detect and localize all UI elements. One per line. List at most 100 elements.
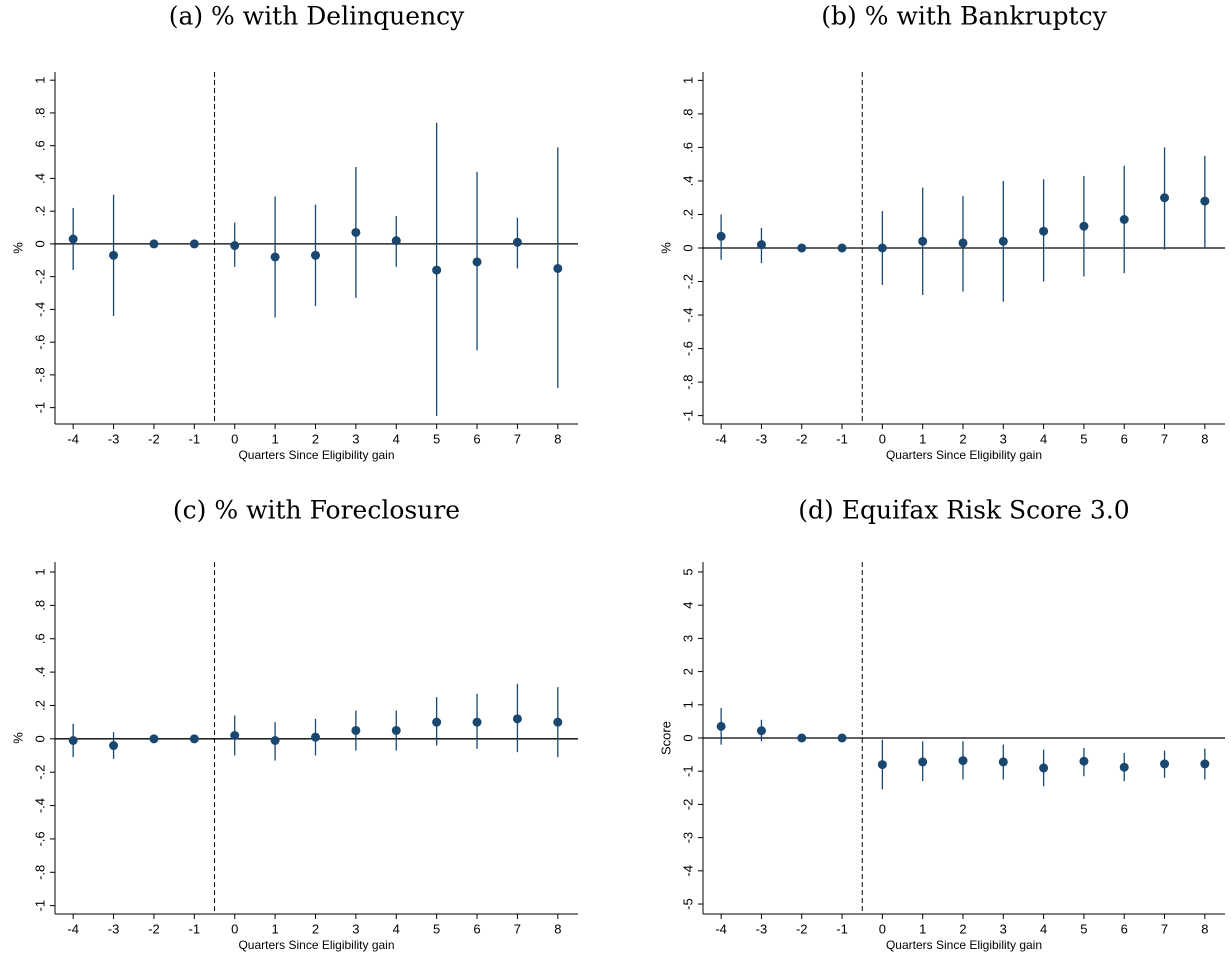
point xyxy=(918,236,928,246)
point xyxy=(958,756,968,766)
y-tick-label: 0 xyxy=(680,244,695,251)
point xyxy=(270,736,280,746)
point xyxy=(1039,226,1049,236)
point xyxy=(68,736,78,746)
x-tick-label: -2 xyxy=(148,431,160,446)
point xyxy=(189,734,199,744)
y-tick-label: -.8 xyxy=(680,375,695,390)
y-tick-label: 0 xyxy=(32,240,47,247)
point xyxy=(716,231,726,241)
point xyxy=(1160,759,1170,769)
y-tick-label: 2 xyxy=(680,668,695,675)
x-tick-label: 0 xyxy=(231,921,238,936)
x-tick-label: -4 xyxy=(67,431,79,446)
point xyxy=(1039,763,1049,773)
y-tick-label: -.6 xyxy=(680,341,695,356)
point xyxy=(1079,221,1089,231)
point xyxy=(149,734,159,744)
y-tick-label: .4 xyxy=(32,667,47,678)
point xyxy=(472,717,482,727)
y-tick-label: 0 xyxy=(680,734,695,741)
x-tick-label: -3 xyxy=(756,921,768,936)
y-axis-label: % xyxy=(10,732,25,744)
point xyxy=(391,725,401,735)
x-tick-label: 0 xyxy=(879,921,886,936)
chart-title: (b) % with Bankruptcy xyxy=(821,2,1107,31)
y-tick-label: .4 xyxy=(680,176,695,187)
y-axis-label: % xyxy=(658,242,673,254)
y-tick-label: -.4 xyxy=(32,302,47,317)
point xyxy=(1160,193,1170,203)
point xyxy=(1200,196,1210,206)
x-tick-label: 4 xyxy=(393,921,400,936)
x-tick-label: -3 xyxy=(756,431,768,446)
x-tick-label: 3 xyxy=(1000,431,1007,446)
point xyxy=(310,732,320,742)
x-tick-label: 1 xyxy=(919,431,926,446)
point xyxy=(1119,762,1129,772)
y-tick-label: .4 xyxy=(32,173,47,184)
point xyxy=(553,717,563,727)
y-tick-label: -1 xyxy=(32,402,47,414)
point xyxy=(351,725,361,735)
point xyxy=(189,239,199,249)
x-tick-label: 1 xyxy=(271,431,278,446)
x-tick-label: 8 xyxy=(554,431,561,446)
point xyxy=(149,239,159,249)
point xyxy=(351,227,361,237)
y-tick-label: 1 xyxy=(32,77,47,84)
y-tick-label: 4 xyxy=(680,602,695,609)
x-tick-label: -3 xyxy=(108,431,120,446)
y-tick-label: 1 xyxy=(680,701,695,708)
y-tick-label: .2 xyxy=(32,206,47,217)
y-tick-label: .6 xyxy=(32,140,47,151)
x-tick-label: -1 xyxy=(189,431,201,446)
point xyxy=(432,717,442,727)
point xyxy=(998,757,1008,767)
point xyxy=(230,241,240,251)
x-tick-label: 6 xyxy=(473,431,480,446)
y-tick-label: -5 xyxy=(680,898,695,910)
point xyxy=(797,243,807,253)
y-tick-label: -4 xyxy=(680,865,695,877)
x-tick-label: 5 xyxy=(1080,921,1087,936)
x-tick-label: 2 xyxy=(959,921,966,936)
point xyxy=(877,243,887,253)
y-tick-label: .6 xyxy=(680,142,695,153)
point xyxy=(837,733,847,743)
x-tick-label: -2 xyxy=(148,921,160,936)
x-tick-label: 8 xyxy=(554,921,561,936)
point xyxy=(756,240,766,250)
x-axis-label: Quarters Since Eligibility gain xyxy=(238,938,394,952)
x-axis-label: Quarters Since Eligibility gain xyxy=(886,448,1042,462)
y-tick-label: .6 xyxy=(32,633,47,644)
x-axis-label: Quarters Since Eligibility gain xyxy=(238,448,394,462)
y-tick-label: .2 xyxy=(32,700,47,711)
x-tick-label: -1 xyxy=(189,921,201,936)
point xyxy=(310,250,320,260)
x-tick-label: 0 xyxy=(231,431,238,446)
x-tick-label: 5 xyxy=(1080,431,1087,446)
y-tick-label: .8 xyxy=(32,600,47,611)
y-tick-label: .2 xyxy=(680,209,695,220)
y-tick-label: -.2 xyxy=(32,269,47,284)
x-tick-label: -1 xyxy=(836,921,848,936)
x-tick-label: 7 xyxy=(1161,921,1168,936)
point xyxy=(1200,759,1210,769)
x-tick-label: 7 xyxy=(514,431,521,446)
point xyxy=(837,243,847,253)
x-tick-label: -2 xyxy=(796,431,808,446)
x-tick-label: 5 xyxy=(433,431,440,446)
y-tick-label: -.6 xyxy=(32,831,47,846)
y-tick-label: -.2 xyxy=(32,765,47,780)
x-tick-label: 3 xyxy=(1000,921,1007,936)
point xyxy=(877,760,887,770)
point xyxy=(230,730,240,740)
x-tick-label: 8 xyxy=(1201,431,1208,446)
point xyxy=(391,236,401,246)
y-tick-label: .8 xyxy=(32,108,47,119)
x-tick-label: -3 xyxy=(108,921,120,936)
x-tick-label: 8 xyxy=(1201,921,1208,936)
y-tick-label: -.4 xyxy=(32,798,47,813)
point xyxy=(109,741,119,751)
